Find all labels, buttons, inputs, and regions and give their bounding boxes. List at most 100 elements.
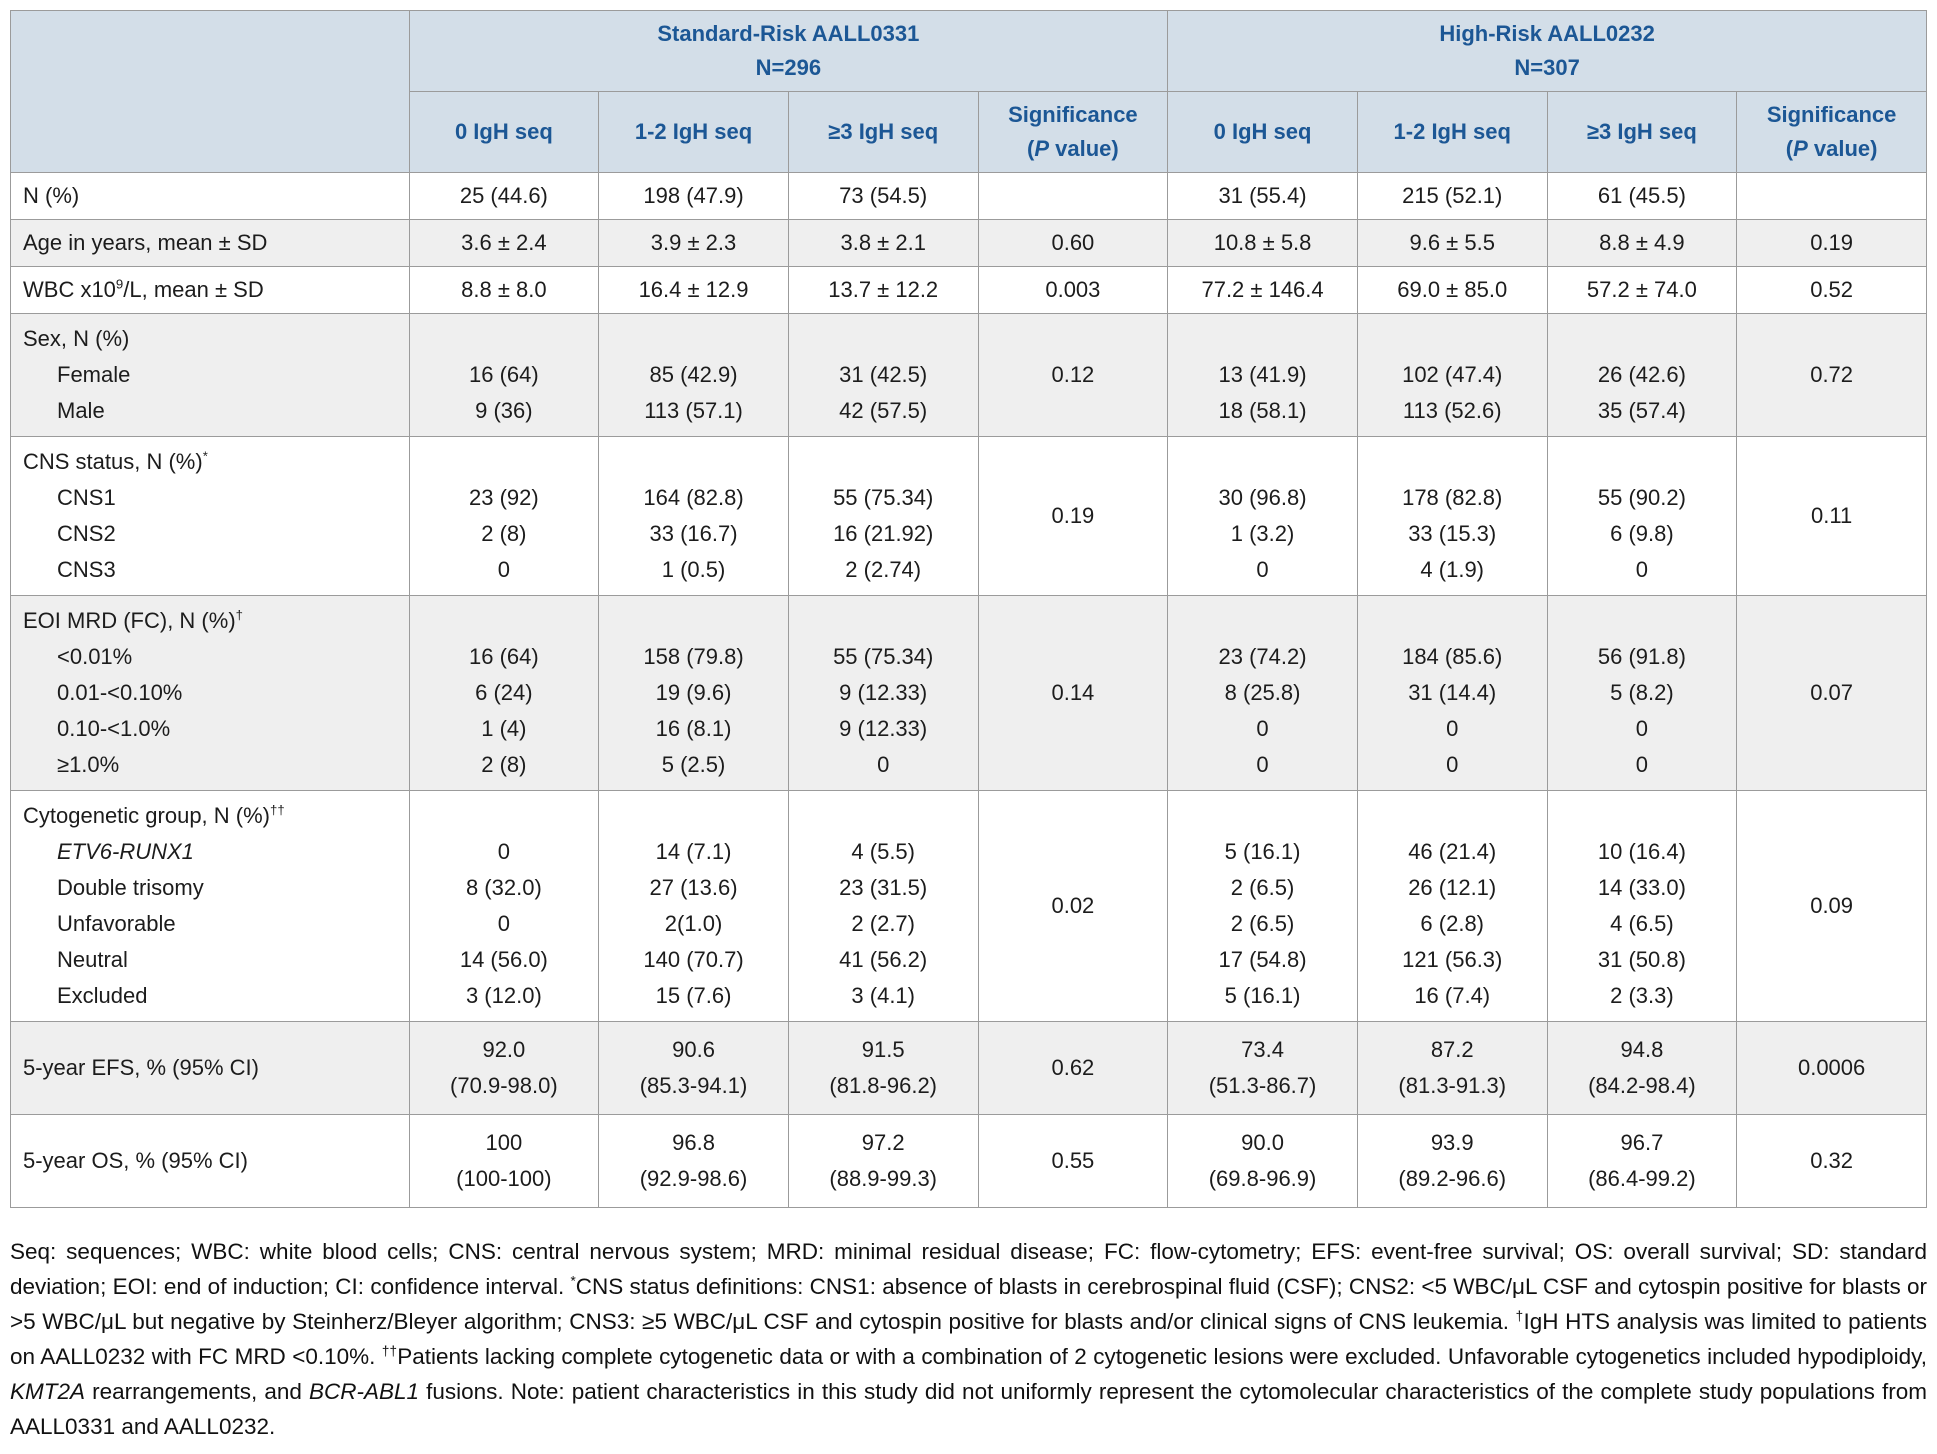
cell: 55 (75.34) 9 (12.33) 9 (12.33) 0 bbox=[787, 595, 979, 791]
cell-significance bbox=[977, 172, 1169, 220]
row-label: Sex, N (%) Female Male bbox=[10, 313, 410, 437]
cell: 102 (47.4) 113 (52.6) bbox=[1356, 313, 1548, 437]
cell-significance: 0.0006 bbox=[1736, 1021, 1927, 1115]
cell: 164 (82.8) 33 (16.7) 1 (0.5) bbox=[598, 436, 789, 596]
row-n: N (%) 25 (44.6) 198 (47.9) 73 (54.5) 31 … bbox=[10, 172, 1927, 220]
cell: 77.2 ± 146.4 bbox=[1167, 266, 1358, 314]
cell: 13.7 ± 12.2 bbox=[787, 266, 979, 314]
cell: 178 (82.8) 33 (15.3) 4 (1.9) bbox=[1356, 436, 1548, 596]
corner-cell bbox=[10, 10, 410, 173]
row-label: 5-year OS, % (95% CI) bbox=[10, 1114, 410, 1208]
cell: 13 (41.9) 18 (58.1) bbox=[1167, 313, 1358, 437]
cell: 90.6 (85.3-94.1) bbox=[598, 1021, 789, 1115]
col-header-sr-12igh: 1-2 IgH seq bbox=[598, 91, 789, 173]
row-label: 5-year EFS, % (95% CI) bbox=[10, 1021, 410, 1115]
cell: 16.4 ± 12.9 bbox=[598, 266, 789, 314]
cell-significance: 0.55 bbox=[977, 1114, 1169, 1208]
cell: 57.2 ± 74.0 bbox=[1546, 266, 1738, 314]
cell: 23 (92) 2 (8) 0 bbox=[408, 436, 600, 596]
cell: 90.0 (69.8-96.9) bbox=[1167, 1114, 1358, 1208]
header-row-groups: Standard-Risk AALL0331 N=296 High-Risk A… bbox=[10, 10, 1927, 173]
cell: 61 (45.5) bbox=[1546, 172, 1738, 220]
col-header-sr-0igh: 0 IgH seq bbox=[408, 91, 600, 173]
row-efs: 5-year EFS, % (95% CI) 92.0 (70.9-98.0) 9… bbox=[10, 1021, 1927, 1115]
cell: 26 (42.6) 35 (57.4) bbox=[1546, 313, 1738, 437]
cell: 5 (16.1) 2 (6.5) 2 (6.5) 17 (54.8) 5 (16.1) bbox=[1167, 790, 1358, 1022]
cell-significance bbox=[1736, 172, 1927, 220]
cell-significance: 0.02 bbox=[977, 790, 1169, 1022]
cell: 96.8 (92.9-98.6) bbox=[598, 1114, 789, 1208]
cell: 9.6 ± 5.5 bbox=[1356, 219, 1548, 267]
group-header-standard-risk: Standard-Risk AALL0331 N=296 bbox=[408, 10, 1169, 92]
row-age: Age in years, mean ± SD 3.6 ± 2.4 3.9 ± … bbox=[10, 219, 1927, 267]
col-header-sr-3igh: ≥3 IgH seq bbox=[787, 91, 979, 173]
cell: 31 (55.4) bbox=[1167, 172, 1358, 220]
header-row-columns: 0 IgH seq 1-2 IgH seq ≥3 IgH seq Signifi… bbox=[11, 91, 1927, 173]
cell-significance: 0.60 bbox=[977, 219, 1169, 267]
cell: 73.4 (51.3-86.7) bbox=[1167, 1021, 1358, 1115]
cell: 184 (85.6) 31 (14.4) 0 0 bbox=[1356, 595, 1548, 791]
col-header-hr-0igh: 0 IgH seq bbox=[1167, 91, 1358, 173]
cell-significance: 0.003 bbox=[977, 266, 1169, 314]
cell: 96.7 (86.4-99.2) bbox=[1546, 1114, 1738, 1208]
row-cytogenetic: Cytogenetic group, N (%)†† ETV6-RUNX1 Do… bbox=[10, 790, 1927, 1022]
cell: 87.2 (81.3-91.3) bbox=[1356, 1021, 1548, 1115]
table-footnote: Seq: sequences; WBC: white blood cells; … bbox=[10, 1239, 1928, 1439]
row-label: Cytogenetic group, N (%)†† ETV6-RUNX1 Do… bbox=[10, 790, 410, 1022]
cell: 85 (42.9) 113 (57.1) bbox=[598, 313, 789, 437]
cell-significance: 0.72 bbox=[1736, 313, 1927, 437]
group-title: High-Risk AALL0232 bbox=[1439, 21, 1655, 46]
row-label: CNS status, N (%)* CNS1 CNS2 CNS3 bbox=[10, 436, 410, 596]
cell: 4 (5.5) 23 (31.5) 2 (2.7) 41 (56.2) 3 (4.1) bbox=[787, 790, 979, 1022]
row-label: N (%) bbox=[10, 172, 410, 220]
cell: 100 (100-100) bbox=[408, 1114, 600, 1208]
cell: 97.2 (88.9-99.3) bbox=[787, 1114, 979, 1208]
cell: 14 (7.1) 27 (13.6) 2(1.0) 140 (70.7) 15 (7.6… bbox=[598, 790, 789, 1022]
cell-significance: 0.09 bbox=[1736, 790, 1927, 1022]
cell: 55 (75.34) 16 (21.92) 2 (2.74) bbox=[787, 436, 979, 596]
group-n: N=307 bbox=[1514, 55, 1580, 80]
cell-significance: 0.11 bbox=[1736, 436, 1927, 596]
cell: 10 (16.4) 14 (33.0) 4 (6.5) 31 (50.8) 2 (3.3… bbox=[1546, 790, 1738, 1022]
group-header-high-risk: High-Risk AALL0232 N=307 bbox=[1167, 10, 1927, 92]
cell: 158 (79.8) 19 (9.6) 16 (8.1) 5 (2.5) bbox=[598, 595, 789, 791]
cell: 10.8 ± 5.8 bbox=[1167, 219, 1358, 267]
col-header-hr-significance: Significance (P value) bbox=[1736, 91, 1927, 173]
cell: 69.0 ± 85.0 bbox=[1356, 266, 1548, 314]
row-label: WBC x109/L, mean ± SD bbox=[10, 266, 410, 314]
cell: 94.8 (84.2-98.4) bbox=[1546, 1021, 1738, 1115]
cell-significance: 0.07 bbox=[1736, 595, 1927, 791]
cell: 25 (44.6) bbox=[408, 172, 600, 220]
patient-characteristics-table: Standard-Risk AALL0331 N=296 High-Risk A… bbox=[10, 10, 1927, 1208]
cell: 3.8 ± 2.1 bbox=[787, 219, 979, 267]
cell: 3.9 ± 2.3 bbox=[598, 219, 789, 267]
row-wbc: WBC x109/L, mean ± SD 8.8 ± 8.0 16.4 ± 1… bbox=[10, 266, 1927, 314]
cell: 55 (90.2) 6 (9.8) 0 bbox=[1546, 436, 1738, 596]
cell-significance: 0.32 bbox=[1736, 1114, 1927, 1208]
col-header-hr-3igh: ≥3 IgH seq bbox=[1546, 91, 1738, 173]
col-header-sr-significance: Significance (P value) bbox=[977, 91, 1169, 173]
row-label: EOI MRD (FC), N (%)† <0.01% 0.01-<0.10% … bbox=[10, 595, 410, 791]
cell-significance: 0.19 bbox=[977, 436, 1169, 596]
cell: 30 (96.8) 1 (3.2) 0 bbox=[1167, 436, 1358, 596]
paper-table-figure: Standard-Risk AALL0331 N=296 High-Risk A… bbox=[10, 10, 1927, 1444]
cell-significance: 0.14 bbox=[977, 595, 1169, 791]
cell-significance: 0.52 bbox=[1736, 266, 1927, 314]
row-label: Age in years, mean ± SD bbox=[10, 219, 410, 267]
cell: 16 (64) 9 (36) bbox=[408, 313, 600, 437]
cell: 16 (64) 6 (24) 1 (4) 2 (8) bbox=[408, 595, 600, 791]
group-n: N=296 bbox=[755, 55, 822, 80]
cell: 46 (21.4) 26 (12.1) 6 (2.8) 121 (56.3) 16 (7… bbox=[1356, 790, 1548, 1022]
cell: 93.9 (89.2-96.6) bbox=[1356, 1114, 1548, 1208]
cell: 92.0 (70.9-98.0) bbox=[408, 1021, 600, 1115]
cell: 23 (74.2) 8 (25.8) 0 0 bbox=[1167, 595, 1358, 791]
cell: 3.6 ± 2.4 bbox=[408, 219, 600, 267]
row-eoi-mrd: EOI MRD (FC), N (%)† <0.01% 0.01-<0.10% … bbox=[10, 595, 1927, 791]
cell-significance: 0.62 bbox=[977, 1021, 1169, 1115]
row-os: 5-year OS, % (95% CI) 100 (100-100) 96.8(… bbox=[10, 1114, 1927, 1208]
cell: 73 (54.5) bbox=[787, 172, 979, 220]
cell: 215 (52.1) bbox=[1356, 172, 1548, 220]
cell: 8.8 ± 4.9 bbox=[1546, 219, 1738, 267]
col-header-hr-12igh: 1-2 IgH seq bbox=[1356, 91, 1548, 173]
